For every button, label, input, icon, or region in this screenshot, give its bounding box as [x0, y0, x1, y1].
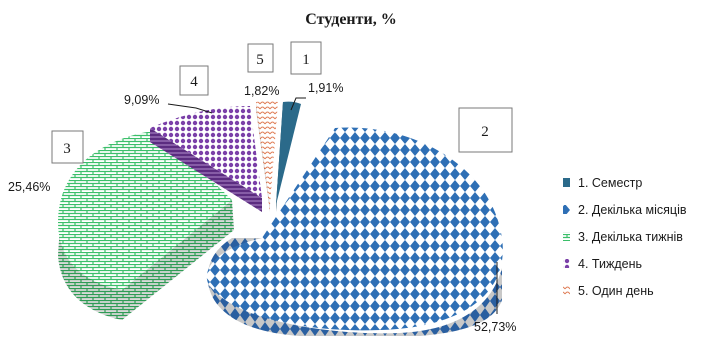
- pie-slice-3-side-right: [122, 200, 234, 320]
- svg-text:5: 5: [256, 52, 264, 68]
- pie-slice-5-top: [256, 101, 278, 205]
- pie-slice-3-side: [58, 225, 122, 320]
- legend-item-4: 4. Тиждень: [563, 257, 642, 271]
- legend-swatch-4: [563, 259, 570, 268]
- svg-text:2. Декілька місяців: 2. Декілька місяців: [578, 203, 687, 217]
- number-box-4: 4: [179, 65, 209, 96]
- pie-slice-2: [206, 127, 503, 336]
- pie-slice-2-top: [206, 127, 503, 331]
- svg-text:1. Семестр: 1. Семестр: [578, 176, 642, 190]
- pie-slice-4-top: [150, 106, 262, 198]
- svg-text:4. Тиждень: 4. Тиждень: [578, 257, 642, 271]
- legend-item-3: 3. Декілька тижнів: [563, 230, 683, 244]
- number-box-5: 5: [247, 43, 274, 73]
- svg-text:4: 4: [190, 74, 198, 90]
- pie-slice-3-top: [58, 130, 232, 290]
- legend-item-5: 5. Один день: [563, 284, 654, 298]
- number-box-2: 2: [458, 107, 513, 153]
- svg-text:3: 3: [63, 141, 71, 157]
- svg-text:3. Декілька тижнів: 3. Декілька тижнів: [578, 230, 683, 244]
- leader-line-4: [167, 103, 213, 114]
- pie-slice-4: [150, 106, 262, 212]
- pie-slice-4-side: [150, 128, 262, 212]
- data-label-1: 1,91%: [308, 81, 343, 95]
- pie-slice-5: [256, 101, 278, 212]
- svg-text:5. Один день: 5. Один день: [578, 284, 654, 298]
- svg-text:2: 2: [481, 124, 489, 140]
- data-label-2: 52,73%: [474, 320, 516, 334]
- legend-swatch-3: [563, 232, 570, 241]
- number-box-3: 3: [51, 130, 84, 164]
- legend-item-2: 2. Декілька місяців: [563, 203, 687, 217]
- legend-swatch-1: [563, 178, 570, 187]
- pie-slice-1: [276, 101, 301, 212]
- legend-swatch-5: [563, 286, 570, 295]
- legend-swatch-2: [563, 205, 570, 214]
- pie-slice-5-side: [256, 102, 270, 212]
- data-label-4: 9,09%: [124, 93, 159, 107]
- legend: 1. Семестр 2. Декілька місяців 3. Декіль…: [563, 176, 687, 298]
- pie-slice-3: [58, 130, 234, 320]
- data-label-5: 1,82%: [244, 84, 279, 98]
- number-box-1: 1: [290, 41, 322, 75]
- legend-item-1: 1. Семестр: [563, 176, 642, 190]
- data-label-3: 25,46%: [8, 180, 50, 194]
- chart-title: Студенти, %: [305, 11, 396, 28]
- svg-text:1: 1: [302, 52, 310, 68]
- pie-slice-1-top: [276, 101, 301, 205]
- leader-line-1: [290, 97, 306, 111]
